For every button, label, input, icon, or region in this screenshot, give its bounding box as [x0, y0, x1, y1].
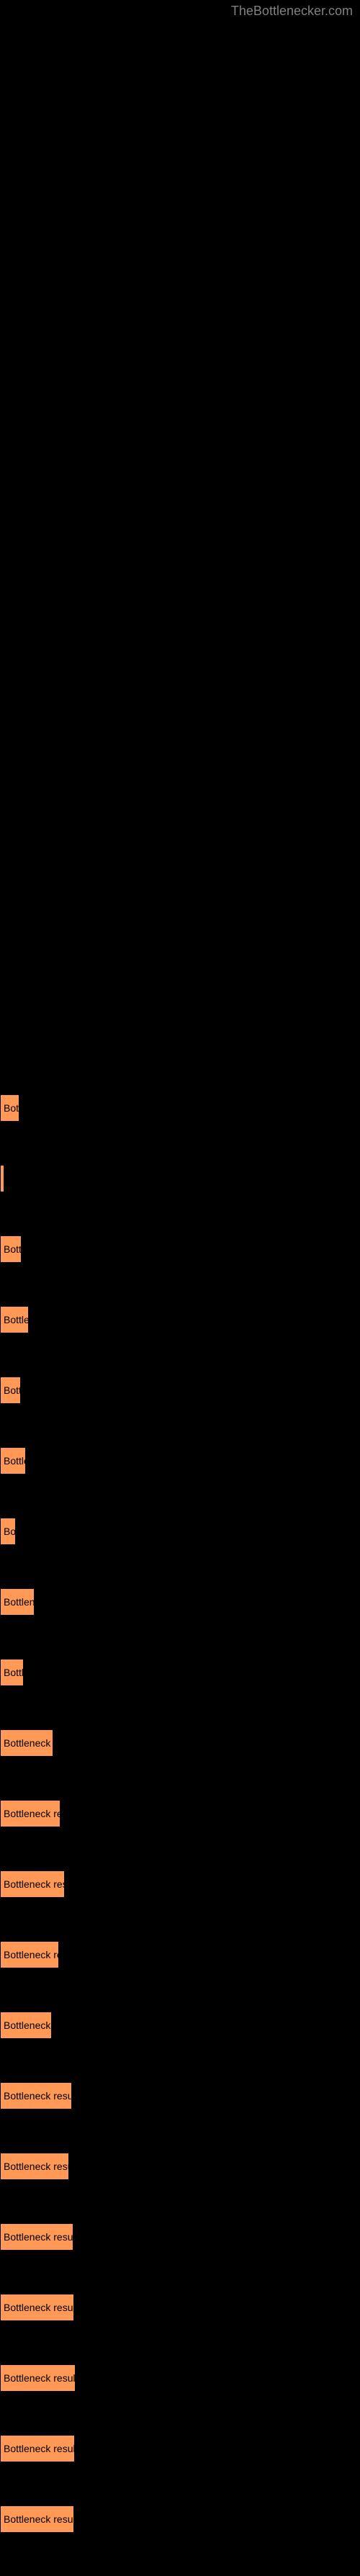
bar-row: Bottleneck result — [0, 1447, 360, 1474]
bar-row: Bottleneck result — [0, 1870, 360, 1898]
chart-bar: Bottleneck result — [0, 1377, 21, 1404]
chart-bar: Bottleneck result — [0, 2082, 72, 2109]
bar-row: Bottleneck result — [0, 1165, 360, 1192]
chart-bar: Bottleneck result — [0, 2364, 76, 2392]
chart-bar: Bottleneck result — [0, 1518, 16, 1545]
bar-row: Bottleneck result — [0, 1588, 360, 1616]
bar-row: Bottleneck result — [0, 2223, 360, 2251]
bar-row: Bottleneck result — [0, 1235, 360, 1263]
bar-row: Bottleneck result — [0, 2153, 360, 2180]
bar-row: Bottleneck result — [0, 1800, 360, 1827]
bar-row: Bottleneck result — [0, 1518, 360, 1545]
chart-bar: Bottleneck result — [0, 1941, 59, 1968]
chart-bar: Bottleneck result — [0, 2294, 74, 2321]
bar-row: Bottleneck result — [0, 1377, 360, 1404]
chart-bar: Bottleneck result — [0, 2435, 75, 2462]
chart-bar: Bottleneck result — [0, 1588, 35, 1616]
bar-row: Bottleneck result — [0, 2435, 360, 2462]
bar-row: Bottleneck result — [0, 1306, 360, 1333]
chart-bar: Bottleneck result — [0, 1870, 65, 1898]
chart-bar: Bottleneck result — [0, 1729, 53, 1757]
chart-bar: Bottleneck result — [0, 1447, 26, 1474]
chart-bar: Bottleneck result — [0, 2012, 52, 2039]
bar-row: Bottleneck result — [0, 2294, 360, 2321]
chart-bar: Bottleneck result — [0, 1094, 19, 1122]
bar-row: Bottleneck result — [0, 2012, 360, 2039]
bar-row: Bottleneck result — [0, 2364, 360, 2392]
chart-bar: Bottleneck result — [0, 1659, 24, 1686]
chart-bar: Bottleneck result — [0, 1165, 4, 1192]
bar-row: Bottleneck result — [0, 1729, 360, 1757]
chart-bar: Bottleneck result — [0, 2505, 74, 2533]
bar-row: Bottleneck result — [0, 1094, 360, 1122]
bar-chart: Bottleneck result Bottleneck result Bottle… — [0, 1094, 360, 2576]
chart-bar: Bottleneck result — [0, 1800, 60, 1827]
chart-bar: Bottleneck result — [0, 1235, 22, 1263]
bar-row: Bottleneck result — [0, 1941, 360, 1968]
watermark-text: TheBottlenecker.com — [231, 4, 353, 19]
chart-bar: Bottleneck result — [0, 2223, 73, 2251]
chart-bar: Bottleneck result — [0, 2153, 69, 2180]
chart-bar: Bottleneck result — [0, 1306, 29, 1333]
bar-row: Bottleneck result — [0, 2505, 360, 2533]
bar-row: Bottleneck result — [0, 1659, 360, 1686]
bar-row: Bottleneck result — [0, 2082, 360, 2109]
